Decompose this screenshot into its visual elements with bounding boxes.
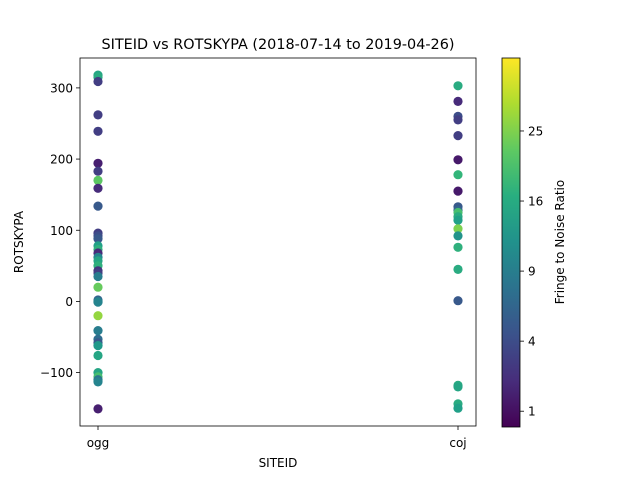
colorbar-tick-label: 16 [528,195,543,209]
data-point [93,201,103,211]
data-point [93,297,103,307]
y-tick-label: 200 [50,153,73,167]
colorbar-tick-label: 25 [528,124,543,138]
data-point [93,271,103,282]
colorbar-ticks: 1 4 9 16 25 [520,124,543,419]
data-point [93,404,103,414]
data-point [453,186,463,196]
x-axis-label: SITEID [259,456,298,470]
y-tick-label: 300 [50,81,73,95]
data-point [93,326,103,336]
data-point [453,264,463,274]
data-point [93,110,103,120]
y-tick-label: 100 [50,224,73,238]
data-point [453,382,463,392]
data-point [453,215,463,225]
data-point [93,183,103,193]
data-point [93,350,103,361]
data-point [453,96,463,106]
colorbar-tick-label: 1 [528,405,536,419]
data-point [93,282,103,292]
data-point [453,170,463,180]
data-point [93,158,103,168]
data-point [93,166,103,176]
data-point [93,76,103,87]
y-axis: −100 0 100 200 300 [40,81,80,380]
data-point [453,131,463,141]
colorbar-tick-label: 9 [528,265,536,279]
x-tick-label: coj [449,436,466,450]
y-axis-label: ROTSKYPA [12,210,26,273]
colorbar-tick-label: 4 [528,335,536,349]
data-point [453,242,463,252]
colorbar-label: Fringe to Noise Ratio [553,180,567,305]
data-point [453,231,463,241]
data-point [453,296,463,306]
colorbar [501,57,521,428]
data-point [453,115,463,125]
data-point [93,311,103,321]
data-point [453,155,463,165]
chart-title: SITEID vs ROTSKYPA (2018-07-14 to 2019-0… [102,37,455,53]
plot-frame [79,57,477,427]
y-tick-label: −100 [40,366,73,380]
data-point [453,224,463,234]
points-layer [93,70,463,414]
data-point [453,81,463,91]
x-tick-label: ogg [87,436,110,450]
data-point [453,403,463,413]
x-axis: ogg coj [87,426,467,450]
data-point [93,126,103,136]
data-point [93,377,103,387]
data-point [93,234,103,244]
y-tick-label: 0 [65,295,73,309]
data-point [93,175,103,185]
data-point [93,341,103,351]
